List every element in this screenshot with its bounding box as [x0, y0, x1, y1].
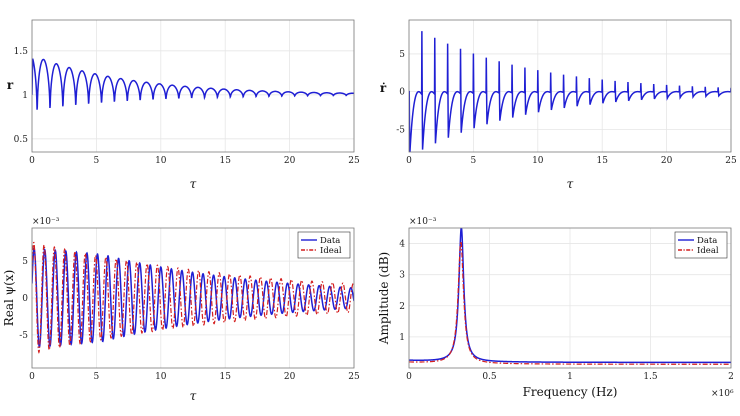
- legend-label-data: Data: [320, 236, 340, 246]
- x-tick-label: 25: [725, 156, 737, 166]
- x-tick-label: 20: [284, 156, 296, 166]
- y-tick-label: -5: [19, 331, 28, 341]
- x-axis-label-spectrum: Frequency (Hz): [523, 385, 618, 399]
- series-line-ideal: [409, 240, 731, 365]
- x-axis-label-rdot: τ: [567, 177, 574, 191]
- x-tick-label: 15: [596, 156, 608, 166]
- y-tick-label: 0: [399, 88, 405, 98]
- y-tick-label: 1: [22, 91, 28, 101]
- y-axis-label-psi: Real ψ(x): [2, 270, 16, 326]
- ticks-rdot: 0 5 10 15 20 25 -5 0 5: [396, 50, 737, 166]
- y-tick-label: 3: [399, 271, 405, 281]
- y-tick-label: 5: [399, 50, 405, 60]
- frame-r: [31, 19, 355, 153]
- x-tick-label: 10: [155, 372, 167, 382]
- y-tick-label: 0.5: [14, 135, 29, 145]
- x-tick-label: 5: [94, 372, 100, 382]
- y-exponent-spectrum: ×10⁻³: [409, 217, 437, 227]
- y-axis-label-r: r: [7, 78, 14, 92]
- x-tick-label: 15: [219, 372, 231, 382]
- x-axis-label-r: τ: [190, 177, 197, 191]
- x-tick-label: 25: [348, 372, 360, 382]
- y-tick-label: 4: [399, 240, 405, 250]
- ticks-psi: 0 5 10 15 20 25 -5 0 5: [19, 257, 360, 382]
- x-tick-label: 1.5: [643, 372, 658, 382]
- ticks-r: 0 5 10 15 20 25 0.5 1 1.5: [14, 47, 360, 166]
- series-line-data: [32, 247, 354, 349]
- series-line-data: [409, 228, 731, 364]
- series-rdot: [409, 31, 731, 152]
- x-tick-label: 20: [661, 156, 673, 166]
- x-tick-label: 0: [29, 156, 35, 166]
- x-tick-label: 5: [94, 156, 100, 166]
- y-tick-label: 0: [22, 294, 28, 304]
- frame-rdot: [408, 19, 732, 153]
- x-tick-label: 0: [406, 372, 412, 382]
- y-axis-label-spectrum: Amplitude (dB): [377, 252, 391, 345]
- x-tick-label: 1: [567, 372, 573, 382]
- y-tick-label: 2: [399, 302, 405, 312]
- series-psi: [32, 241, 354, 354]
- y-tick-label: 1: [399, 333, 405, 343]
- frame-spectrum: [408, 227, 732, 369]
- y-exponent-psi: ×10⁻³: [32, 217, 60, 227]
- panel-psi: 0 5 10 15 20 25 -5 0 5 ×10⁻³ τ Real ψ(x) DataIde…: [2, 217, 360, 403]
- x-tick-label: 0: [406, 156, 412, 166]
- x-tick-label: 2: [728, 372, 734, 382]
- y-tick-label: -5: [396, 125, 405, 135]
- series-spectrum: [409, 228, 731, 365]
- series-line-main: [32, 58, 354, 110]
- series-r: [32, 58, 354, 110]
- x-tick-label: 25: [348, 156, 360, 166]
- x-tick-label: 20: [284, 372, 296, 382]
- grid-rdot: [408, 20, 732, 152]
- legend-label-data: Data: [697, 236, 717, 246]
- x-tick-label: 5: [471, 156, 477, 166]
- ticks-spectrum: 0 0.5 1 1.5 2 1 2 3 4: [399, 240, 734, 382]
- y-tick-label: 1.5: [14, 47, 29, 57]
- x-axis-label-psi: τ: [190, 389, 197, 403]
- x-tick-label: 10: [532, 156, 544, 166]
- legend-label-ideal: Ideal: [697, 246, 719, 256]
- y-tick-label: 5: [22, 257, 28, 267]
- x-tick-label: 10: [155, 156, 167, 166]
- x-tick-label: 15: [219, 156, 231, 166]
- x-exponent-spectrum: ×10⁶: [711, 389, 734, 399]
- legend-box: [674, 231, 728, 259]
- x-tick-label: 0: [29, 372, 35, 382]
- panel-r: 0 5 10 15 20 25 0.5 1 1.5 τ r: [7, 19, 360, 191]
- panel-rdot: 0 5 10 15 20 25 -5 0 5 τ ṙ: [380, 19, 737, 191]
- grid-r: [31, 20, 355, 152]
- x-tick-label: 0.5: [482, 372, 497, 382]
- frame-psi: [31, 227, 355, 369]
- y-axis-label-rdot: ṙ: [380, 81, 387, 95]
- legend-box: [297, 231, 351, 259]
- series-line-main: [409, 31, 731, 152]
- legend-label-ideal: Ideal: [320, 246, 342, 256]
- series-line-ideal: [32, 241, 354, 354]
